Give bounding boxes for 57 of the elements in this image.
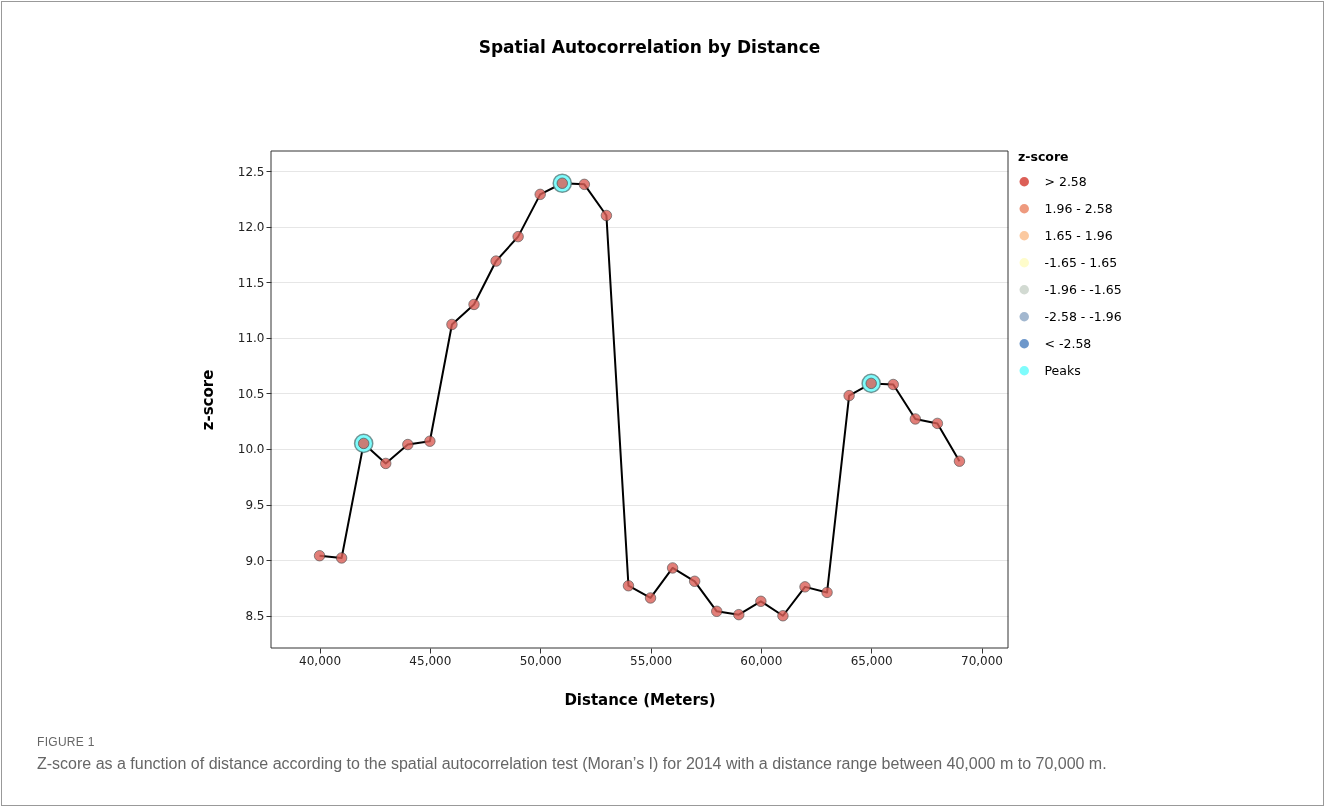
point <box>887 378 899 391</box>
point <box>733 608 745 621</box>
point <box>534 188 546 201</box>
point <box>953 455 966 467</box>
y-tick-label: 11.5 <box>237 275 265 290</box>
point <box>777 610 789 622</box>
x-tick-label: 70,000 <box>961 653 1004 668</box>
x-tick-label: 40,000 <box>299 653 342 668</box>
legend-label: -1.96 - -1.65 <box>1044 281 1122 297</box>
point <box>424 435 436 447</box>
y-tick-label: 9.0 <box>245 553 265 568</box>
point <box>622 580 635 592</box>
point <box>688 575 701 588</box>
point <box>843 389 855 402</box>
point <box>446 318 458 331</box>
point <box>468 298 480 311</box>
text: Z-score as a function of distance according to the spatial autocorrelation test (Moran’s I) for 2014 with a distance range between 40,000 m to 70,000 m. <box>37 755 1108 773</box>
point <box>931 417 944 430</box>
point <box>600 209 613 222</box>
point <box>512 230 524 243</box>
caption: FIGURE 1 <box>37 735 96 749</box>
point <box>490 255 502 267</box>
legend-label: Peaks <box>1044 362 1081 378</box>
point <box>710 605 723 618</box>
x-tick-label: 45,000 <box>409 653 452 668</box>
y-tick-label: 12.5 <box>237 164 265 179</box>
point <box>335 552 348 564</box>
point <box>380 457 392 470</box>
y-tick-label: 8.5 <box>245 609 265 624</box>
legend-label: 1.96 - 2.58 <box>1044 200 1113 216</box>
point <box>755 595 767 608</box>
x-axis-title: Distance (Meters) <box>564 690 716 709</box>
point <box>821 586 833 599</box>
y-tick-label: 11.0 <box>237 331 265 346</box>
legend-label: -2.58 - -1.96 <box>1044 308 1122 324</box>
point <box>909 413 922 425</box>
legend-title: z-score <box>1018 149 1069 164</box>
y-tick-label: 10.0 <box>237 442 265 457</box>
y-tick-label: 9.5 <box>245 498 265 513</box>
legend-label: 1.65 - 1.96 <box>1044 227 1113 243</box>
x-tick-label: 55,000 <box>630 653 673 668</box>
legend-label: < -2.58 <box>1044 335 1092 351</box>
x-tick-label: 60,000 <box>740 653 783 668</box>
chart-title: Spatial Autocorrelation by Distance <box>478 36 821 57</box>
point <box>313 549 326 562</box>
y-axis-title: z-score <box>198 369 217 431</box>
legend-label: -1.65 - 1.65 <box>1044 254 1118 270</box>
x-tick-label: 65,000 <box>850 653 893 668</box>
y-tick-label: 12.0 <box>237 220 265 235</box>
point <box>666 562 679 574</box>
x-tick-label: 50,000 <box>519 653 562 668</box>
point <box>578 178 591 191</box>
legend-label: > 2.58 <box>1044 173 1087 189</box>
point <box>402 438 414 451</box>
y-tick-label: 10.5 <box>237 386 265 401</box>
point <box>644 592 657 604</box>
point <box>799 581 811 593</box>
